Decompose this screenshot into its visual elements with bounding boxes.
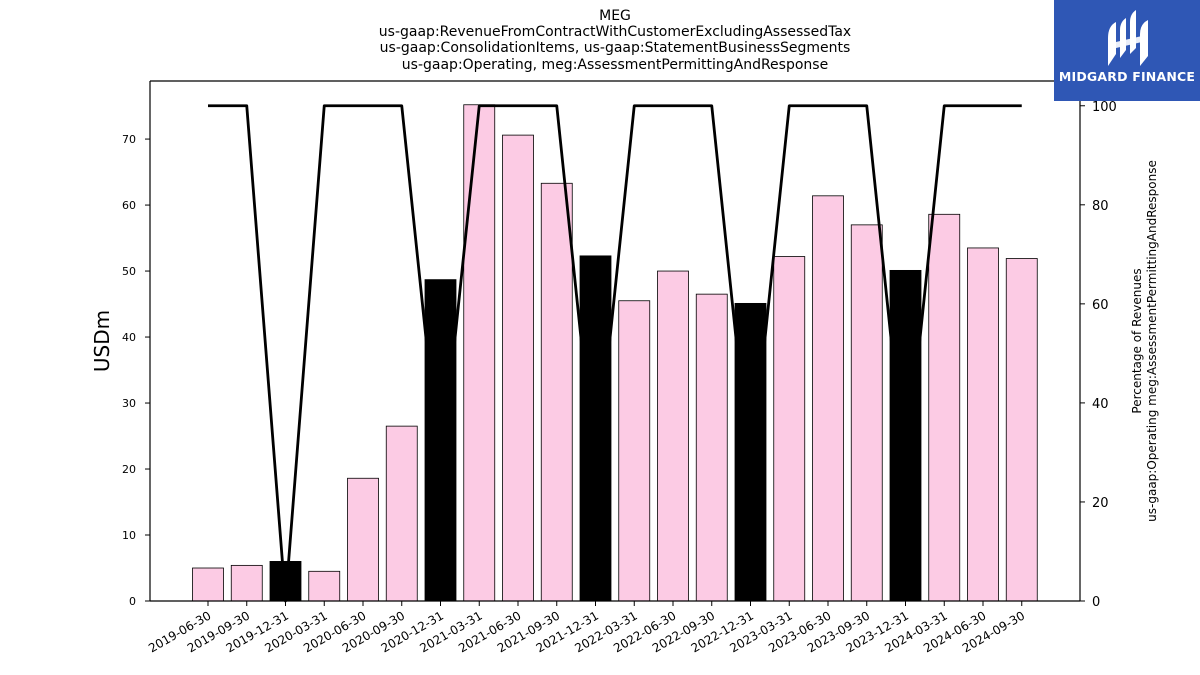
title-line-2: us-gaap:RevenueFromContractWithCustomerE… [379, 24, 851, 40]
midgard-logo-icon [1108, 10, 1148, 66]
y-left-tick-label: 10 [122, 529, 136, 542]
title-line-4: us-gaap:Operating, meg:AssessmentPermitt… [402, 57, 828, 73]
bar-2020-03-31 [308, 570, 341, 602]
bar-2021-12-31 [579, 255, 612, 602]
y-axis-right-label-line-2: us-gaap:Operating meg:AssessmentPermitti… [1145, 160, 1159, 522]
y-left-tick-label: 0 [129, 595, 136, 608]
bar-2023-06-30 [812, 195, 844, 602]
y-right-tick-label: 20 [1092, 496, 1109, 511]
y-left-tick-label: 70 [122, 133, 136, 146]
bar-2021-09-30 [540, 182, 573, 602]
y-right-tick-label: 100 [1092, 100, 1117, 115]
bar-2021-03-31 [463, 104, 496, 602]
bar-2023-09-30 [850, 224, 883, 602]
y-axis-left-label: USDm [90, 310, 114, 372]
chart-title: MEG us-gaap:RevenueFromContractWithCusto… [379, 8, 851, 73]
bar-2020-09-30 [385, 425, 418, 602]
y-left-tick-label: 40 [122, 331, 136, 344]
y-left-tick-label: 30 [122, 397, 136, 410]
bar-2022-09-30 [695, 293, 728, 602]
bar-2024-03-31 [928, 213, 961, 602]
percentage-line-series [208, 104, 1022, 603]
y-right-tick-label: 40 [1092, 397, 1109, 412]
bar-2019-09-30 [230, 564, 263, 602]
bar-2021-06-30 [502, 134, 534, 602]
y-axis-left-ticks: 0 10 20 30 40 50 60 70 [122, 133, 150, 608]
y-left-tick-label: 60 [122, 199, 136, 212]
bar-2024-06-30 [967, 247, 999, 602]
bar-2019-06-30 [192, 567, 224, 602]
bar-2022-12-31 [734, 302, 767, 602]
y-right-tick-label: 0 [1092, 595, 1100, 610]
bar-2022-06-30 [657, 270, 689, 602]
bar-2022-03-31 [618, 300, 651, 602]
bar-series [192, 104, 1038, 602]
y-right-tick-label: 80 [1092, 199, 1109, 214]
bar-2023-12-31 [889, 269, 922, 602]
y-left-tick-label: 50 [122, 265, 136, 278]
bar-2024-09-30 [1005, 258, 1038, 602]
axes [149, 80, 1081, 602]
midgard-finance-logo: MIDGARD FINANCE [1054, 0, 1200, 101]
y-axis-right-ticks: 0 20 40 60 80 100 [1080, 100, 1117, 610]
y-axis-right-label-line-1: Percentage of Revenues [1130, 268, 1144, 413]
bar-2020-12-31 [424, 279, 457, 602]
y-left-tick-label: 20 [122, 463, 136, 476]
y-right-tick-label: 60 [1092, 298, 1109, 313]
logo-text: MIDGARD FINANCE [1058, 69, 1196, 84]
title-line-3: us-gaap:ConsolidationItems, us-gaap:Stat… [380, 40, 851, 56]
title-line-1: MEG [599, 8, 631, 24]
bar-2023-03-31 [773, 256, 806, 602]
bar-2020-06-30 [347, 477, 379, 602]
x-axis-ticks: 2019-06-302019-09-302019-12-312020-03-31… [146, 601, 1027, 655]
percentage-line [208, 104, 1022, 603]
